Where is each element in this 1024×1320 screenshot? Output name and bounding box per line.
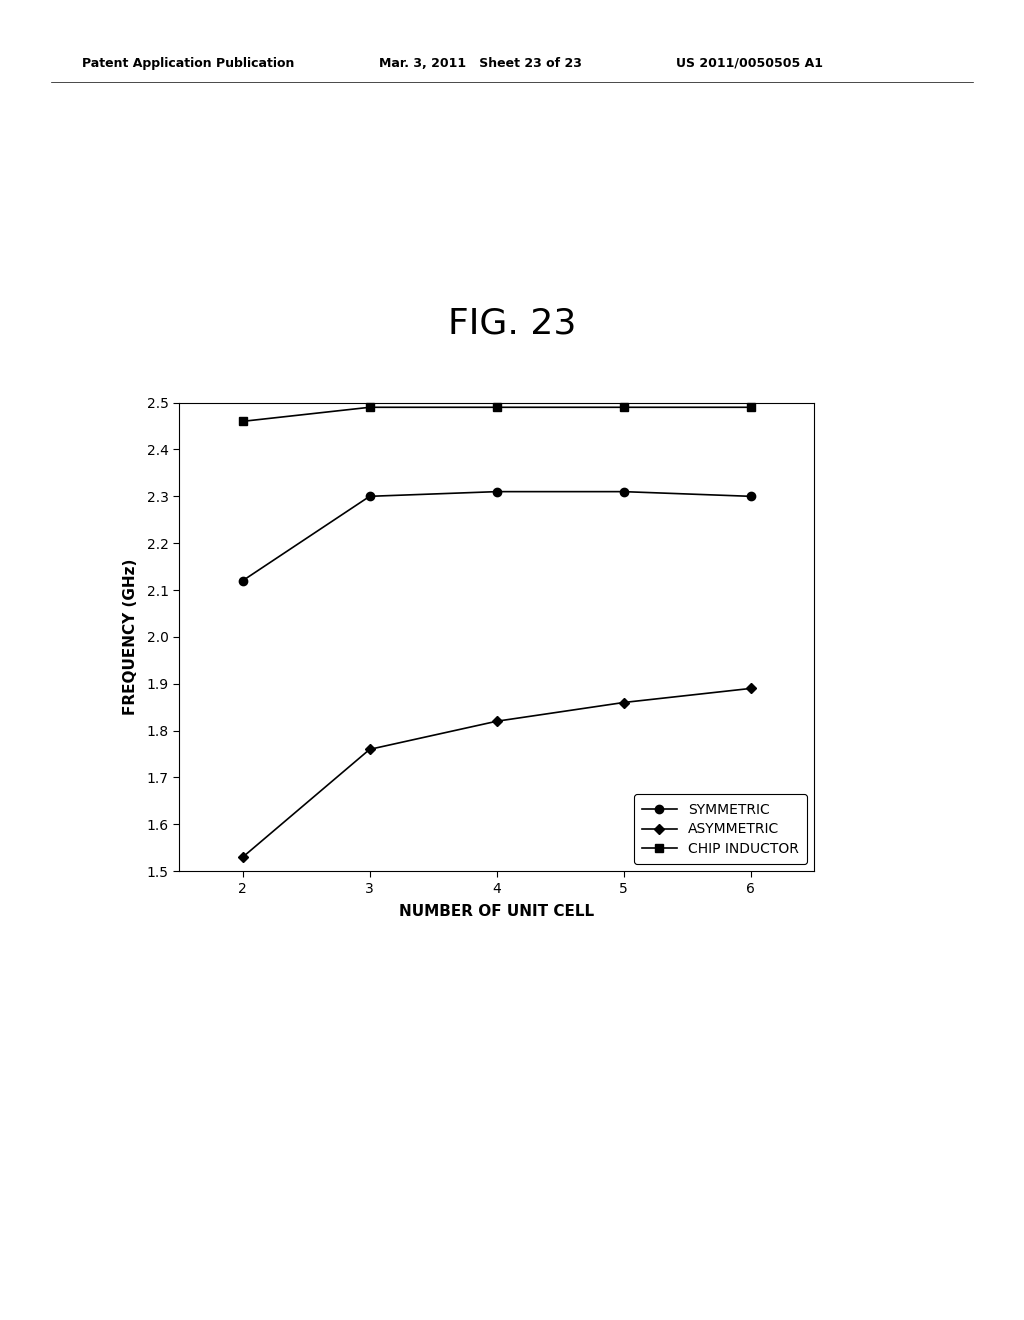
Y-axis label: FREQUENCY (GHz): FREQUENCY (GHz) — [123, 558, 138, 715]
X-axis label: NUMBER OF UNIT CELL: NUMBER OF UNIT CELL — [399, 904, 594, 919]
Text: US 2011/0050505 A1: US 2011/0050505 A1 — [676, 57, 823, 70]
Legend: SYMMETRIC, ASYMMETRIC, CHIP INDUCTOR: SYMMETRIC, ASYMMETRIC, CHIP INDUCTOR — [634, 795, 807, 865]
Text: Patent Application Publication: Patent Application Publication — [82, 57, 294, 70]
Text: FIG. 23: FIG. 23 — [447, 306, 577, 341]
Text: Mar. 3, 2011   Sheet 23 of 23: Mar. 3, 2011 Sheet 23 of 23 — [379, 57, 582, 70]
